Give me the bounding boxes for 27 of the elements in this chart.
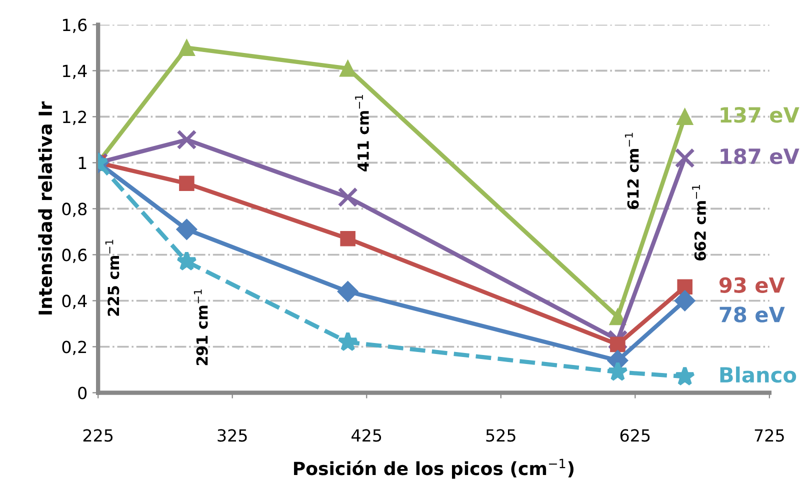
y-tick-label: 1 bbox=[78, 156, 86, 170]
x-tick-label: 725 bbox=[754, 429, 784, 442]
y-tick-label: 0,2 bbox=[62, 340, 86, 355]
x-tick-label: 425 bbox=[352, 429, 382, 442]
series-label: 78 eV bbox=[720, 306, 785, 322]
series-label: 93 eV bbox=[719, 277, 785, 293]
y-tick-label: 0,4 bbox=[62, 294, 87, 309]
y-tick-label: 0,6 bbox=[62, 248, 87, 263]
annotation: 225 cm$^{−1}$ bbox=[105, 240, 120, 316]
x-tick-label: 525 bbox=[486, 429, 516, 442]
annotation: 291 cm$^{−1}$ bbox=[194, 290, 208, 366]
series-label: Blanco bbox=[720, 366, 796, 383]
y-tick-label: 0 bbox=[78, 386, 87, 400]
annotation: 612 cm$^{−1}$ bbox=[624, 132, 639, 210]
x-tick-label: 325 bbox=[218, 429, 247, 442]
series-label: 187 eV bbox=[720, 148, 800, 164]
annotation: 411 cm$^{−1}$ bbox=[355, 94, 369, 172]
x-tick-label: 225 bbox=[83, 429, 113, 442]
y-axis-title: Intensidad relativa Ir bbox=[38, 101, 52, 314]
series-label: 137 eV bbox=[720, 106, 800, 123]
y-tick-label: 0,8 bbox=[62, 202, 87, 217]
y-tick-label: 1,4 bbox=[62, 64, 87, 79]
x-tick-label: 625 bbox=[620, 429, 650, 442]
annotation: 662 cm$^{−1}$ bbox=[692, 185, 706, 261]
y-tick-label: 1,6 bbox=[62, 18, 87, 33]
y-tick-label: 1,2 bbox=[62, 110, 86, 125]
x-axis-title: Posición de los picos (cm$^{−1}$) bbox=[294, 458, 574, 479]
